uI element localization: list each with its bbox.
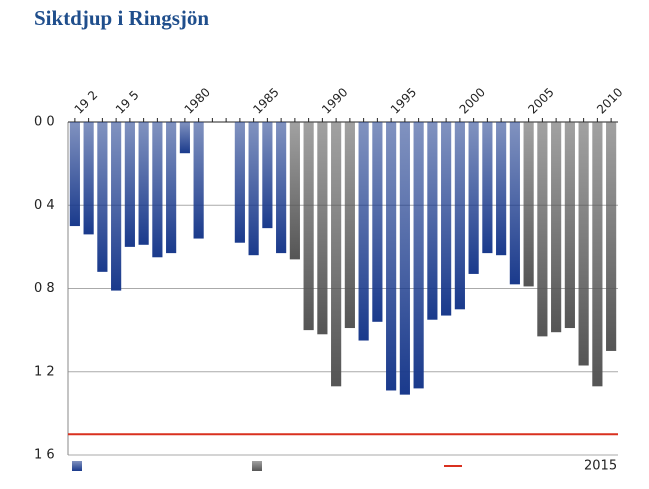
x-tick-label: 2005 xyxy=(525,85,556,116)
bar xyxy=(331,122,342,387)
y-tick-label: 1 2 xyxy=(34,364,55,379)
bar xyxy=(248,122,259,256)
chart-title: Siktdjup i Ringsjön xyxy=(34,6,209,30)
bar xyxy=(399,122,410,395)
x-tick-label: 19 2 xyxy=(72,88,101,117)
bar xyxy=(372,122,383,322)
x-tick-label: 2010 xyxy=(594,85,625,116)
bar xyxy=(83,122,94,235)
legend-swatch xyxy=(72,461,82,471)
x-tick-label: 1990 xyxy=(319,85,350,116)
x-tick-label: 1985 xyxy=(250,85,281,116)
bar xyxy=(344,122,355,329)
x-tick-label: 1995 xyxy=(388,85,419,116)
bar xyxy=(537,122,548,337)
bar xyxy=(124,122,135,247)
y-tick-label: 0 4 xyxy=(34,198,55,213)
bar xyxy=(468,122,479,274)
bar xyxy=(592,122,603,387)
bar xyxy=(234,122,245,243)
legend-label: 2015 xyxy=(584,459,617,474)
bar xyxy=(193,122,204,239)
x-tick-label: 1980 xyxy=(182,85,213,116)
bar xyxy=(138,122,149,245)
bar xyxy=(69,122,80,227)
bar xyxy=(358,122,369,341)
legend-swatch xyxy=(252,461,262,471)
bar xyxy=(551,122,562,333)
bar xyxy=(523,122,534,287)
y-tick-label: 0 8 xyxy=(34,281,55,296)
bar xyxy=(386,122,397,391)
y-tick-label: 1 6 xyxy=(34,448,55,463)
bar xyxy=(97,122,108,272)
bar xyxy=(303,122,314,331)
bar xyxy=(179,122,190,154)
bar xyxy=(509,122,520,285)
bar xyxy=(152,122,163,258)
bar xyxy=(111,122,122,291)
bar xyxy=(454,122,465,310)
bar xyxy=(441,122,452,316)
bar xyxy=(276,122,287,254)
bar xyxy=(482,122,493,254)
bar xyxy=(606,122,617,351)
bar xyxy=(166,122,177,254)
bar xyxy=(496,122,507,256)
y-tick-label: 0 0 xyxy=(34,115,55,130)
bar xyxy=(262,122,273,229)
bar xyxy=(564,122,575,329)
bar xyxy=(317,122,328,335)
bar xyxy=(427,122,438,320)
bar xyxy=(413,122,424,389)
x-tick-label: 19 5 xyxy=(113,88,142,117)
bar xyxy=(289,122,300,260)
bar xyxy=(578,122,589,366)
x-tick-label: 2000 xyxy=(457,85,488,116)
